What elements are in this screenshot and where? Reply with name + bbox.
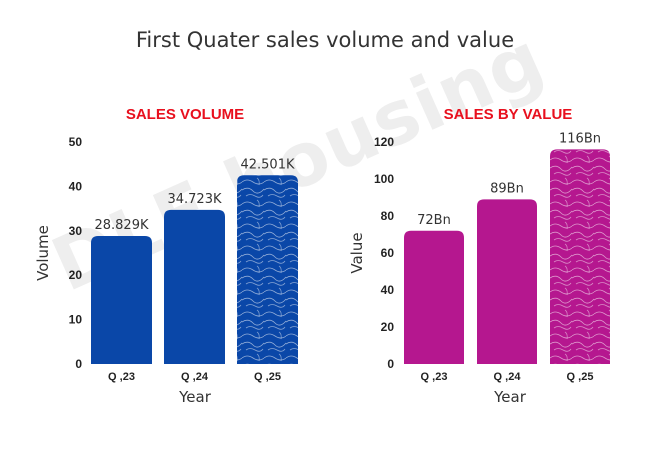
x-tick-label-volume: Q ,23 xyxy=(108,371,135,383)
x-tick-label-volume: Q ,25 xyxy=(254,371,281,383)
data-label-value: 116Bn xyxy=(559,131,601,146)
bar-volume xyxy=(237,175,298,364)
y-tick-label-value: 80 xyxy=(381,209,395,223)
page-title: First Quater sales volume and value xyxy=(135,28,515,52)
y-axis-label-volume: Volume xyxy=(34,225,52,281)
x-axis-label-value: Year xyxy=(493,388,527,406)
y-tick-label-volume: 10 xyxy=(69,313,83,327)
bar-value xyxy=(404,230,464,364)
y-tick-label-value: 20 xyxy=(381,320,395,334)
y-tick-label-volume: 0 xyxy=(75,357,82,371)
bar-value xyxy=(550,149,610,364)
data-label-volume: 28.829K xyxy=(94,218,148,233)
y-tick-label-value: 0 xyxy=(387,357,394,371)
data-label-volume: 42.501K xyxy=(240,157,294,172)
x-tick-label-volume: Q ,24 xyxy=(181,371,209,383)
bar-volume xyxy=(164,209,225,364)
y-tick-label-value: 40 xyxy=(381,283,395,297)
bar-volume xyxy=(91,235,152,364)
bar-value xyxy=(477,199,537,364)
y-tick-label-volume: 30 xyxy=(69,224,83,238)
y-tick-label-value: 100 xyxy=(374,172,394,186)
chart-title-volume: SALES VOLUME xyxy=(126,106,244,123)
x-tick-label-value: Q ,25 xyxy=(567,371,594,383)
y-tick-label-volume: 20 xyxy=(69,268,83,282)
y-tick-label-value: 60 xyxy=(381,246,395,260)
data-label-value: 89Bn xyxy=(490,181,524,196)
x-tick-label-value: Q ,23 xyxy=(421,371,448,383)
data-label-value: 72Bn xyxy=(417,213,451,228)
y-axis-label-value: Value xyxy=(348,232,366,273)
data-label-volume: 34.723K xyxy=(167,192,221,207)
y-tick-label-volume: 40 xyxy=(69,179,83,193)
x-axis-label-volume: Year xyxy=(178,388,212,406)
y-tick-label-value: 120 xyxy=(374,135,394,149)
y-tick-label-volume: 50 xyxy=(69,135,83,149)
x-tick-label-value: Q ,24 xyxy=(494,371,522,383)
chart-title-value: SALES BY VALUE xyxy=(444,106,573,123)
